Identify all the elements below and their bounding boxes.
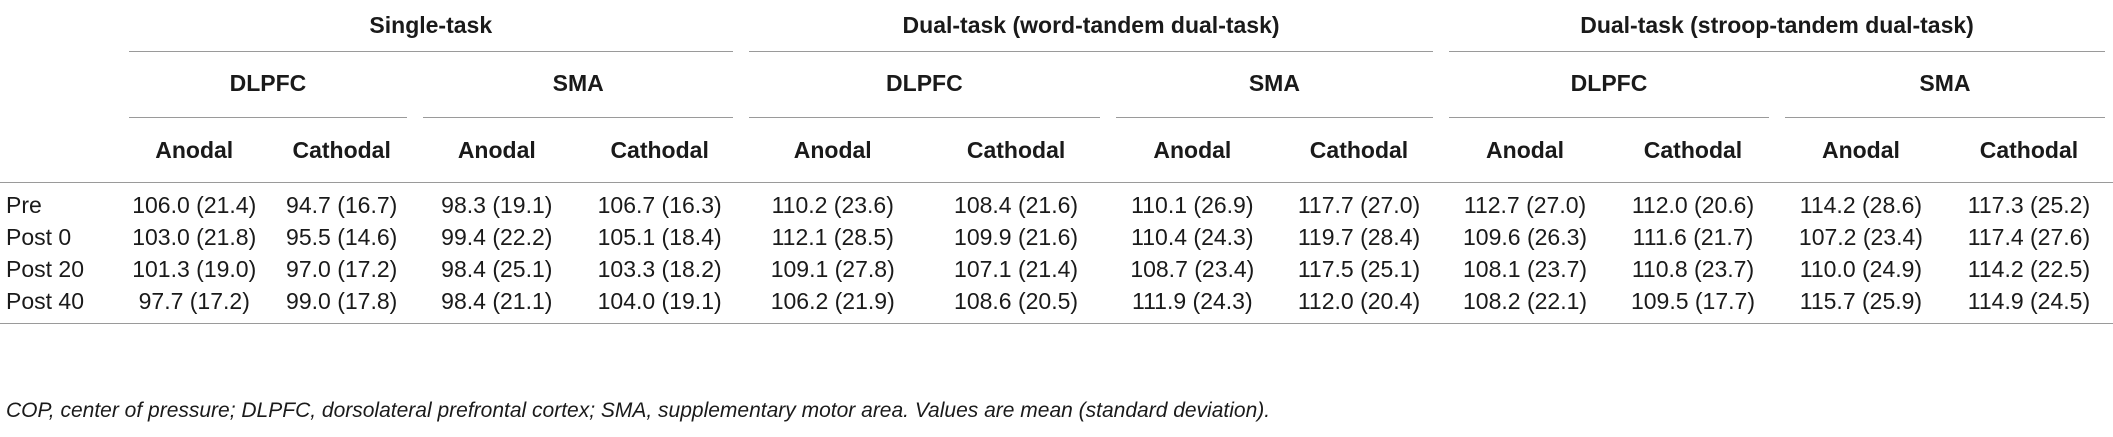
group-header-stroop-tandem: Dual-task (stroop-tandem dual-task) [1441,0,2113,52]
header-row-conditions: Anodal Cathodal Anodal Cathodal Anodal C… [0,118,2113,183]
group-header-word-tandem: Dual-task (word-tandem dual-task) [741,0,1441,52]
condition-header: Anodal [415,118,579,183]
table-cell: 119.7 (28.4) [1297,223,1421,250]
table-cell: 107.1 (21.4) [954,255,1079,282]
table-cell: 111.6 (21.7) [1632,223,1754,250]
condition-header: Cathodal [1276,118,1442,183]
table-cell: 110.2 (23.6) [771,191,894,218]
table-cell: 117.5 (25.1) [1297,255,1421,282]
table-cell: 101.3 (19.0) [132,255,257,282]
table-cell: 103.0 (21.8) [132,223,257,250]
header-row-regions: DLPFC SMA DLPFC SMA DLPFC SMA [0,52,2113,118]
table-cell: 117.4 (27.6) [1967,223,2091,250]
table-cell: 108.2 (22.1) [1441,285,1609,324]
table-cell: 114.2 (22.5) [1967,255,2091,282]
table-cell: 112.0 (20.4) [1276,285,1442,324]
condition-header: Anodal [1441,118,1609,183]
table-cell: 114.2 (28.6) [1799,191,1923,218]
table-cell: 99.4 (22.2) [441,223,553,250]
table-cell: 97.7 (17.2) [120,285,268,324]
table-cell: 98.4 (21.1) [415,285,579,324]
table-cell: 112.7 (27.0) [1463,191,1587,218]
table-cell: 107.2 (23.4) [1798,223,1923,250]
condition-header: Cathodal [924,118,1108,183]
table-cell: 110.0 (24.9) [1799,255,1923,282]
table-cell: 109.5 (17.7) [1609,285,1777,324]
table-cell: 95.5 (14.6) [286,223,398,250]
condition-header: Cathodal [578,118,742,183]
table-cell: 106.7 (16.3) [597,191,722,218]
header-corner-2 [0,52,121,118]
table-cell: 112.0 (20.6) [1631,191,1755,218]
region-header: DLPFC [121,52,416,118]
results-table: Single-task Dual-task (word-tandem dual-… [0,0,2113,324]
table-cell: 110.4 (24.3) [1131,223,1254,250]
region-header: DLPFC [1441,52,1777,118]
row-label: Pre [6,191,42,218]
table-cell: 115.7 (25.9) [1776,285,1945,324]
table-row: Pre 106.0 (21.4) 94.7 (16.7) 98.3 (19.1)… [0,183,2113,222]
table-cell: 110.8 (23.7) [1631,255,1755,282]
table-cell: 94.7 (16.7) [286,191,398,218]
table-footnote: COP, center of pressure; DLPFC, dorsolat… [6,399,1271,422]
condition-header: Cathodal [1944,118,2113,183]
table-row: Post 0 103.0 (21.8) 95.5 (14.6) 99.4 (22… [0,221,2113,253]
region-header: SMA [415,52,741,118]
table-cell: 109.1 (27.8) [770,255,895,282]
table-cell: 108.6 (20.5) [924,285,1108,324]
table-cell: 108.7 (23.4) [1130,255,1255,282]
condition-header: Anodal [1776,118,1945,183]
table-cell: 105.1 (18.4) [597,223,722,250]
condition-header: Cathodal [267,118,416,183]
group-header-single-task: Single-task [121,0,742,52]
table-cell: 108.4 (21.6) [954,191,1079,218]
table-cell: 109.6 (26.3) [1463,223,1588,250]
table-cell: 110.1 (26.9) [1131,191,1254,218]
table-cell: 117.7 (27.0) [1297,191,1421,218]
table-cell: 99.0 (17.8) [267,285,416,324]
table-row: Post 40 97.7 (17.2) 99.0 (17.8) 98.4 (21… [0,285,2113,324]
condition-header: Anodal [741,118,925,183]
table-cell: 111.9 (24.3) [1107,285,1277,324]
table-cell: 98.4 (25.1) [441,255,553,282]
table-cell: 106.0 (21.4) [132,191,257,218]
row-label: Post 40 [0,285,121,324]
row-label: Post 20 [6,255,84,282]
region-header: DLPFC [741,52,1108,118]
header-corner-3 [0,118,121,183]
table-row: Post 20 101.3 (19.0) 97.0 (17.2) 98.4 (2… [0,253,2113,285]
region-header: SMA [1108,52,1441,118]
table-cell: 112.1 (28.5) [771,223,894,250]
table-cell: 103.3 (18.2) [597,255,722,282]
region-header: SMA [1777,52,2113,118]
table-cell: 108.1 (23.7) [1463,255,1588,282]
table-cell: 104.0 (19.1) [578,285,742,324]
condition-header: Anodal [120,118,268,183]
condition-header: Anodal [1107,118,1277,183]
table-cell: 109.9 (21.6) [954,223,1079,250]
table-cell: 98.3 (19.1) [441,191,553,218]
table-cell: 106.2 (21.9) [741,285,925,324]
header-corner [0,0,121,52]
row-label: Post 0 [6,223,72,250]
table-cell: 114.9 (24.5) [1944,285,2113,324]
table-cell: 97.0 (17.2) [286,255,398,282]
header-row-groups: Single-task Dual-task (word-tandem dual-… [0,0,2113,52]
table-cell: 117.3 (25.2) [1967,191,2091,218]
condition-header: Cathodal [1609,118,1777,183]
